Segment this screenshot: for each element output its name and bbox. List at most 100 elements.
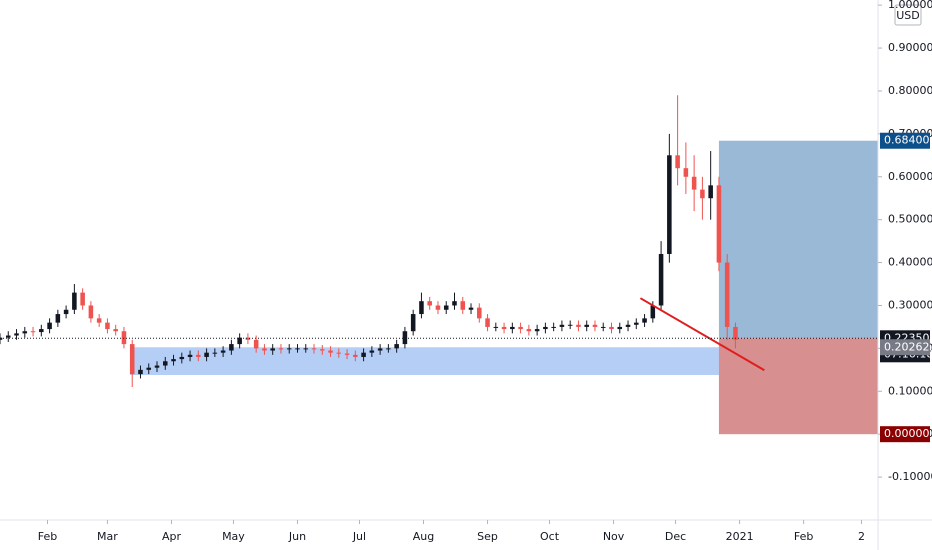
candle-body	[55, 314, 61, 323]
price-label-box	[880, 426, 930, 443]
currency: USD	[896, 9, 920, 22]
candle-body	[88, 305, 94, 319]
candle-body	[435, 305, 441, 310]
candle-body	[253, 339, 259, 349]
candle-body	[625, 324, 631, 327]
candle-body	[0, 337, 3, 340]
candle-body	[237, 337, 242, 345]
x-tick-label: 2	[858, 530, 865, 543]
candle-body	[551, 326, 556, 328]
candle-body	[567, 324, 573, 326]
candle-body	[675, 155, 680, 169]
candle-body	[220, 350, 226, 353]
candle-body	[113, 329, 118, 332]
price-label: 0.68400	[884, 134, 930, 147]
candle-body	[485, 318, 490, 327]
x-tick-label: May	[222, 530, 245, 543]
candle-body	[642, 318, 647, 323]
candle-body	[30, 331, 36, 333]
candle-body	[212, 352, 218, 354]
candle-body	[634, 322, 639, 325]
candle-body	[162, 361, 168, 366]
x-tick-label: Feb	[794, 530, 813, 543]
candle-body	[658, 253, 664, 306]
x-tick-label: Feb	[38, 530, 57, 543]
candle-body	[63, 309, 69, 315]
candle-body	[303, 348, 309, 350]
candle-body	[39, 329, 44, 333]
price-label-box	[880, 339, 930, 356]
candle-body	[320, 349, 325, 351]
candle-body	[377, 348, 383, 351]
candle-body	[394, 344, 399, 349]
candle-body	[47, 322, 52, 330]
candle-body	[518, 326, 523, 330]
candle-body	[286, 348, 292, 350]
candle-body	[468, 307, 474, 310]
candle-body	[716, 185, 722, 263]
plot-area	[0, 95, 878, 435]
candle-body	[171, 359, 176, 362]
candle-body	[80, 292, 85, 306]
candle-body	[311, 348, 317, 350]
candle-body	[477, 307, 482, 319]
candle-body	[700, 189, 705, 199]
candle-body	[154, 365, 160, 368]
candle-body	[245, 337, 251, 340]
y-tick-label: 0.30000	[888, 298, 932, 311]
candle-body	[510, 326, 515, 330]
candle-body	[667, 155, 672, 254]
price-label: 0.00000	[884, 427, 930, 440]
price-label-box	[880, 132, 930, 149]
candle-body	[386, 348, 391, 350]
candle-body	[138, 369, 143, 375]
candle-body	[72, 292, 77, 310]
x-tick-label: Jul	[352, 530, 366, 543]
currency-box[interactable]	[894, 4, 922, 26]
candle-body	[146, 367, 152, 370]
y-tick-label: 0.50000	[888, 213, 932, 226]
candle-body	[344, 353, 350, 355]
candle-body	[493, 326, 499, 328]
candle-body	[204, 352, 209, 357]
candle-body	[105, 322, 110, 330]
candle-body	[443, 305, 449, 310]
candle-body	[5, 335, 11, 338]
candle-body	[724, 262, 730, 327]
profit-zone	[718, 140, 878, 339]
candle-body	[691, 176, 697, 190]
candle-body	[543, 326, 548, 330]
candle-body	[501, 326, 507, 330]
x-tick-label: Aug	[413, 530, 434, 543]
x-tick-label: Nov	[603, 530, 625, 543]
x-tick-label: Sep	[477, 530, 498, 543]
candle-body	[129, 344, 135, 375]
candle-body	[427, 301, 432, 306]
candle-body	[187, 354, 193, 357]
candle-body	[592, 324, 598, 327]
candle-body	[14, 333, 19, 336]
y-tick-label: 0.90000	[888, 41, 932, 54]
candle-body	[353, 354, 358, 357]
x-tick-label: Apr	[162, 530, 182, 543]
candle-body	[419, 301, 424, 315]
candle-body	[369, 350, 375, 353]
y-tick-label: 0.40000	[888, 256, 932, 269]
candle-body	[336, 352, 342, 354]
trendline	[639, 297, 765, 372]
candle-body	[229, 344, 234, 351]
candle-body	[96, 318, 102, 323]
x-tick-label: Dec	[665, 530, 686, 543]
candle-body	[650, 305, 656, 319]
candle-body	[526, 329, 532, 332]
candle-body	[733, 326, 738, 340]
candle-body	[179, 356, 185, 360]
candle-body	[402, 331, 408, 345]
candle-body	[460, 301, 466, 310]
candle-body	[262, 348, 267, 351]
loss-zone	[718, 338, 878, 435]
candle-body	[559, 324, 565, 327]
candle-body	[361, 352, 366, 357]
y-tick-label: -0.10000	[888, 470, 932, 483]
candle-body	[22, 331, 28, 334]
